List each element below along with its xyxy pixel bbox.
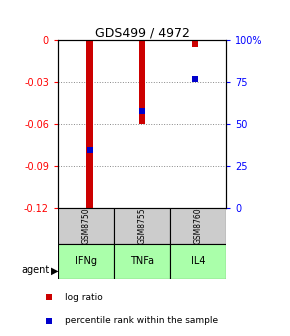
Bar: [114, 208, 170, 244]
Bar: [58, 208, 114, 244]
Text: TNFa: TNFa: [130, 256, 154, 266]
Text: percentile rank within the sample: percentile rank within the sample: [65, 317, 218, 326]
Text: GSM8760: GSM8760: [194, 208, 203, 244]
Bar: [114, 244, 170, 279]
Bar: [191, 40, 198, 47]
Text: IL4: IL4: [191, 256, 205, 266]
Bar: [170, 244, 226, 279]
Text: log ratio: log ratio: [65, 293, 102, 302]
Text: GSM8750: GSM8750: [81, 208, 90, 244]
Text: agent: agent: [21, 265, 49, 276]
Title: GDS499 / 4972: GDS499 / 4972: [95, 26, 190, 39]
Bar: [86, 40, 93, 208]
Bar: [139, 40, 145, 124]
Bar: [58, 244, 114, 279]
Text: GSM8755: GSM8755: [137, 208, 147, 244]
Bar: [170, 208, 226, 244]
Text: ▶: ▶: [51, 266, 58, 276]
Text: IFNg: IFNg: [75, 256, 97, 266]
